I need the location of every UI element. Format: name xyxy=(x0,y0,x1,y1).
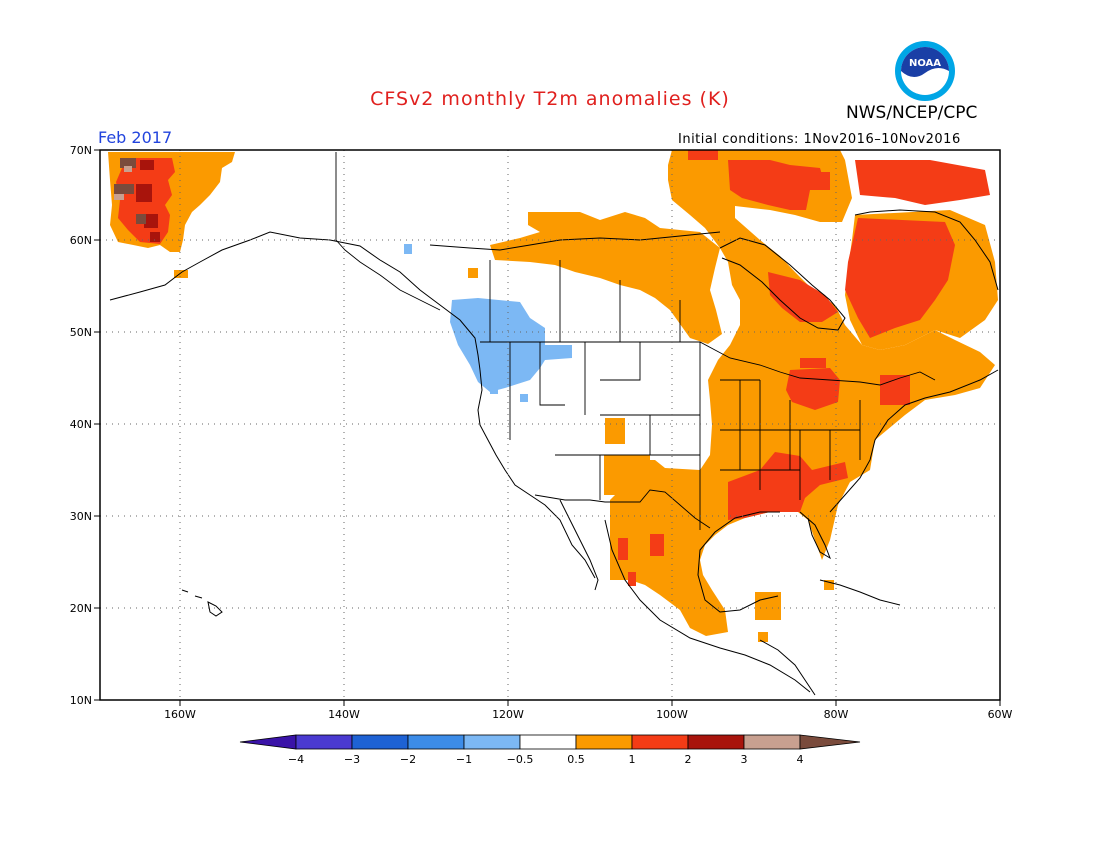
anomaly-spot-caribbean-orange xyxy=(824,580,834,590)
colorbar: −4 −3 −2 −1 −0.5 0.5 1 2 3 4 xyxy=(239,734,861,766)
map-frame xyxy=(99,149,1001,701)
colorbar-label-neg2: −2 xyxy=(400,753,416,766)
mexico-pacific-coastline xyxy=(604,519,811,693)
colorbar-label-3: 3 xyxy=(741,753,748,766)
anomaly-region-great-lakes-red xyxy=(786,368,840,410)
anomaly-spot-alaska-sw xyxy=(174,270,188,278)
agency-label: NWS/NCEP/CPC xyxy=(846,103,978,123)
cuba-coastline xyxy=(819,579,901,606)
lat-label-10n: 10N xyxy=(70,694,92,707)
anomaly-spot-dark-4 xyxy=(150,232,160,242)
anomaly-shading xyxy=(108,150,998,642)
anomaly-spot-alaska-pan-blue xyxy=(404,244,412,254)
west-coastline xyxy=(477,369,596,579)
florida-coastline xyxy=(799,511,831,560)
anomaly-region-baffin-red xyxy=(855,160,990,205)
anomaly-spot-dark-2 xyxy=(136,184,152,202)
valid-month-label: Feb 2017 xyxy=(98,128,173,147)
anomaly-spot-dark-3 xyxy=(144,214,158,228)
anomaly-region-hudson-red xyxy=(768,272,838,322)
colorbar-label-1: 1 xyxy=(629,753,636,766)
anomaly-spot-tan-1 xyxy=(114,194,124,200)
colorbar-bin-2 xyxy=(351,734,409,750)
colorbar-bin-9 xyxy=(743,734,801,750)
colorbar-label-neg3: −3 xyxy=(344,753,360,766)
alaska-canada-border xyxy=(335,152,441,311)
anomaly-spot-blue-oregon-2 xyxy=(520,394,528,402)
arctic-coastline xyxy=(429,231,721,251)
anomaly-region-pacific-nw-blue xyxy=(450,298,572,392)
colorbar-bin-3 xyxy=(407,734,465,750)
lat-label-60n: 60N xyxy=(70,234,92,247)
hawaii-islands xyxy=(181,589,223,617)
lon-label-100w: 100W xyxy=(656,708,688,721)
anomaly-spot-brown-2 xyxy=(114,184,134,194)
lat-label-50n: 50N xyxy=(70,326,92,339)
us-canada-border xyxy=(480,341,936,386)
lon-axis: 160W 140W 120W 100W 80W 60W xyxy=(164,700,1013,721)
anomaly-spot-sw-us-orange-1 xyxy=(604,455,650,495)
colorbar-bin-4 xyxy=(463,734,521,750)
state-lines-west xyxy=(509,342,701,530)
colorbar-label-neg1: −1 xyxy=(456,753,472,766)
colorbar-label-2: 2 xyxy=(685,753,692,766)
anomaly-spot-mexico-red-1 xyxy=(618,538,628,560)
hudson-bay-coastline xyxy=(719,237,846,331)
lon-label-120w: 120W xyxy=(492,708,524,721)
lon-label-80w: 80W xyxy=(824,708,849,721)
colorbar-bin-6 xyxy=(575,734,633,750)
colorbar-bin-8 xyxy=(687,734,745,750)
initial-conditions-label: Initial conditions: 1Nov2016–10Nov2016 xyxy=(678,132,961,147)
central-america-coastline xyxy=(759,639,816,696)
anomaly-region-quebec-red xyxy=(845,218,955,338)
anomaly-region-southeast-red xyxy=(728,452,848,520)
coastlines xyxy=(109,209,999,696)
us-mexico-border xyxy=(534,489,711,529)
colorbar-label-4: 4 xyxy=(797,753,804,766)
chart-title: CFSv2 monthly T2m anomalies (K) xyxy=(370,88,730,110)
labrador-coastline xyxy=(854,209,999,291)
anomaly-spot-brown-1 xyxy=(120,158,136,168)
colorbar-arrow-left xyxy=(239,734,297,750)
anomaly-region-canada-north xyxy=(490,212,722,344)
noaa-logo-text: NOAA xyxy=(909,58,941,69)
anomaly-spot-brown-3 xyxy=(136,214,146,224)
colorbar-bin-1 xyxy=(295,734,353,750)
lon-label-140w: 140W xyxy=(328,708,360,721)
anomaly-spot-ontario-red xyxy=(800,358,826,368)
colorbar-bin-5 xyxy=(519,734,577,750)
lat-label-20n: 20N xyxy=(70,602,92,615)
colorbar-bin-7 xyxy=(631,734,689,750)
colorbar-label-neg4: −4 xyxy=(288,753,304,766)
political-borders xyxy=(335,152,936,530)
lat-label-40n: 40N xyxy=(70,418,92,431)
anomaly-spot-mexico-red-2 xyxy=(650,534,664,556)
lat-label-70n: 70N xyxy=(70,144,92,157)
lat-label-30n: 30N xyxy=(70,510,92,523)
lon-label-160w: 160W xyxy=(164,708,196,721)
colorbar-arrow-right xyxy=(799,734,861,750)
lat-axis: 70N 60N 50N 40N 30N 20N 10N xyxy=(70,144,100,707)
anomaly-spot-dark-1 xyxy=(140,160,154,170)
east-coastline xyxy=(829,369,999,513)
alaska-coastline xyxy=(109,231,481,371)
colorbar-label-neg0-5: −0.5 xyxy=(507,753,534,766)
gulf-coastline xyxy=(697,511,780,613)
anomaly-spot-nw-canada-orange xyxy=(468,268,478,278)
anomaly-spot-tan-2 xyxy=(124,166,132,172)
anomaly-spot-sw-us-orange-2 xyxy=(605,418,625,444)
lon-label-60w: 60W xyxy=(988,708,1013,721)
state-lines-east xyxy=(720,379,861,500)
anomaly-spot-arctic-red-3 xyxy=(800,172,830,190)
colorbar-label-0-5: 0.5 xyxy=(567,753,585,766)
canada-province-lines xyxy=(489,260,681,342)
gridlines xyxy=(100,150,1000,700)
anomaly-spot-central-am-orange xyxy=(758,632,768,642)
anomaly-spot-mexico-red-3 xyxy=(628,572,636,586)
anomaly-spot-arctic-red-2 xyxy=(688,150,718,160)
baja-coastline xyxy=(559,499,599,591)
anomaly-spot-blue-oregon-1 xyxy=(490,384,498,394)
noaa-logo-icon: NOAA xyxy=(895,41,955,101)
